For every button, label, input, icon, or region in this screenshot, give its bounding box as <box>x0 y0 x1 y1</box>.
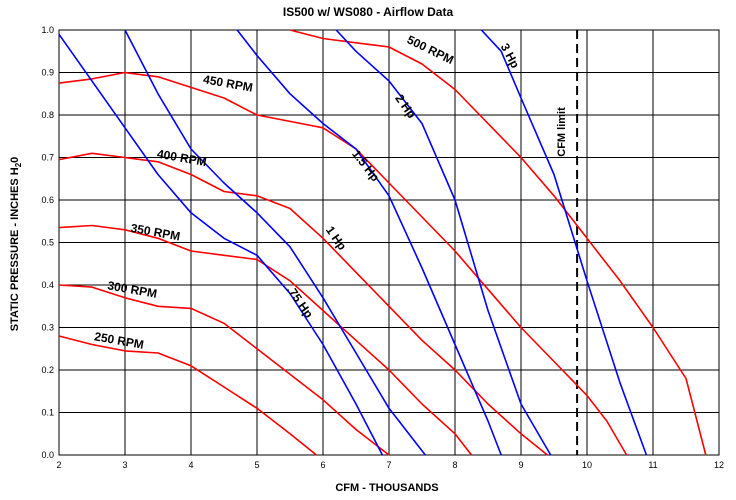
chart-title: IS500 w/ WS080 - Airflow Data <box>283 5 454 19</box>
rpm-curve-250-rpm <box>58 335 317 456</box>
rpm-label-350-rpm: 350 RPM <box>130 221 182 243</box>
rpm-label-250-rpm: 250 RPM <box>93 329 145 351</box>
x-tick-label: 5 <box>254 460 259 470</box>
x-tick-label: 8 <box>452 460 457 470</box>
y-tick-labels: 0.0 0.1 0.2 0.3 0.4 0.5 0.6 0.7 0.8 0.9 1.0 <box>41 25 54 460</box>
curve-labels: 250 RPM 300 RPM 350 RPM 400 RPM 450 RPM 500 R… <box>93 33 522 352</box>
x-tick-label: 4 <box>188 460 193 470</box>
rpm-curve-500-rpm <box>289 29 707 456</box>
rpm-curve-350-rpm <box>58 224 473 456</box>
x-tick-label: 11 <box>648 460 657 470</box>
y-tick-label: 0.8 <box>41 110 54 120</box>
y-axis-title-main: STATIC PRESSURE - INCHES H <box>9 167 21 331</box>
rpm-curve-300-rpm <box>58 284 390 456</box>
y-tick-label: 0.0 <box>41 450 54 460</box>
hp-label-75-hp: .75 Hp <box>284 283 316 321</box>
x-tick-label: 9 <box>518 460 523 470</box>
rpm-label-400-rpm: 400 RPM <box>156 147 208 169</box>
y-tick-label: 0.4 <box>41 280 54 290</box>
hp-curve-75-hp <box>58 33 384 456</box>
x-tick-label: 2 <box>56 460 61 470</box>
y-tick-label: 0.5 <box>41 238 54 248</box>
x-tick-label: 10 <box>582 460 592 470</box>
y-tick-label: 0.9 <box>41 68 54 78</box>
y-tick-label: 0.7 <box>41 153 54 163</box>
hp-curve-1-hp <box>124 29 426 456</box>
x-axis-title: CFM - THOUSANDS <box>335 482 438 494</box>
y-tick-label: 0.3 <box>41 323 54 333</box>
hp-label-1-hp: 1 Hp <box>323 223 349 252</box>
x-tick-label: 12 <box>714 460 724 470</box>
y-tick-label: 0.2 <box>41 365 54 375</box>
x-tick-label: 7 <box>386 460 391 470</box>
hp-curve-1-5-hp <box>236 29 502 456</box>
hp-curves <box>58 29 648 456</box>
x-tick-label: 6 <box>320 460 325 470</box>
hp-label-3-hp: 3 Hp <box>498 41 523 71</box>
hp-curve-2-hp <box>335 29 552 456</box>
rpm-label-300-rpm: 300 RPM <box>106 278 158 300</box>
x-tick-label: 3 <box>122 460 127 470</box>
rpm-label-500-rpm: 500 RPM <box>405 33 456 68</box>
rpm-label-450-rpm: 450 RPM <box>202 72 254 94</box>
y-tick-label: 0.1 <box>41 408 54 418</box>
hp-label-2-hp: 2 Hp <box>392 92 418 121</box>
y-tick-label: 0.6 <box>41 195 54 205</box>
y-axis-title-sub: 2 <box>14 162 23 167</box>
y-tick-label: 1.0 <box>41 25 54 35</box>
cfm-limit-label: CFM limit <box>556 107 568 157</box>
rpm-curve-400-rpm <box>58 152 548 456</box>
hp-curve-3-hp <box>480 29 648 456</box>
rpm-curve-450-rpm <box>58 71 628 456</box>
y-axis-title-tail: 0 <box>9 157 21 163</box>
hp-label-1-5-hp: 1.5 Hp <box>349 147 382 184</box>
y-axis-title: STATIC PRESSURE - INCHES H20 <box>9 157 23 332</box>
x-tick-labels: 2 3 4 5 6 7 8 9 10 11 12 <box>56 460 724 470</box>
